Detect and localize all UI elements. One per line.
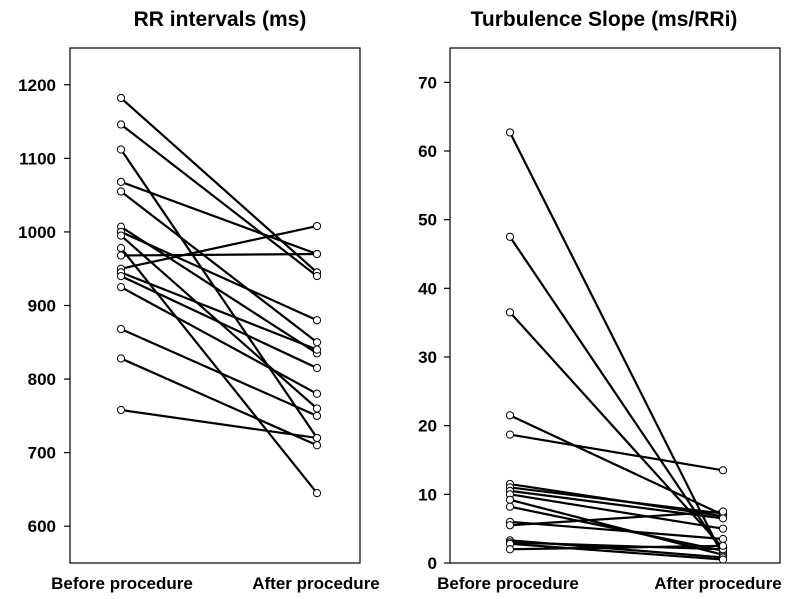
y-tick-label: 1100 xyxy=(19,149,56,168)
paired-line xyxy=(509,542,724,561)
point-before xyxy=(505,521,515,530)
paired-line xyxy=(120,275,318,370)
point-before xyxy=(505,502,515,511)
plot-frame xyxy=(449,47,781,564)
paired-line xyxy=(120,180,318,256)
point-before xyxy=(116,244,126,253)
y-tick-label: 50 xyxy=(418,211,437,230)
point-before xyxy=(116,251,126,260)
point-after xyxy=(718,534,728,544)
paired-line xyxy=(120,357,318,447)
chart-title: RR intervals (ms) xyxy=(134,8,307,31)
y-tick-label: 20 xyxy=(418,417,437,436)
point-after xyxy=(312,411,322,420)
point-before xyxy=(116,187,126,196)
point-after xyxy=(312,221,322,231)
point-before xyxy=(505,128,515,137)
paired-line xyxy=(120,247,318,494)
paired-line xyxy=(120,225,318,355)
point-after xyxy=(718,541,728,550)
y-tick-label: 700 xyxy=(28,444,56,463)
point-before xyxy=(116,283,126,292)
x-category-label: After procedure xyxy=(252,574,380,593)
point-after xyxy=(312,363,322,373)
x-category-label: After procedure xyxy=(654,574,782,593)
point-before xyxy=(116,120,126,129)
point-after xyxy=(312,404,322,413)
point-before xyxy=(116,405,126,415)
paired-line xyxy=(120,252,318,257)
y-tick-label: 60 xyxy=(418,142,437,161)
y-tick-label: 900 xyxy=(28,297,56,316)
paired-line xyxy=(120,408,318,440)
y-tick-label: 30 xyxy=(418,348,437,367)
chart-title: Turbulence Slope (ms/RRi) xyxy=(471,8,738,31)
point-after xyxy=(312,489,322,498)
y-tick-label: 800 xyxy=(28,370,56,389)
paired-line xyxy=(509,414,724,516)
point-before xyxy=(505,308,515,317)
paired-line xyxy=(120,230,318,322)
x-category-label: Before procedure xyxy=(437,574,579,593)
x-category-label: Before procedure xyxy=(51,574,193,593)
paired-line xyxy=(120,123,318,277)
point-after xyxy=(718,507,728,516)
paired-line xyxy=(509,544,724,551)
point-before xyxy=(116,231,126,240)
point-after xyxy=(312,249,322,259)
paired-line xyxy=(509,510,724,527)
point-before xyxy=(505,495,515,504)
point-before xyxy=(116,145,126,154)
paired-line xyxy=(120,97,318,274)
point-after xyxy=(718,555,728,564)
point-before xyxy=(116,354,126,363)
point-after xyxy=(718,514,728,523)
point-before xyxy=(116,271,126,281)
point-before xyxy=(116,324,126,334)
point-after xyxy=(718,466,728,475)
paired-line xyxy=(509,541,724,551)
paired-line xyxy=(509,131,724,557)
point-before xyxy=(116,177,126,186)
y-tick-label: 40 xyxy=(418,279,437,298)
point-before xyxy=(505,430,515,439)
paired-line xyxy=(120,271,318,351)
point-after xyxy=(312,441,322,450)
paired-line xyxy=(120,148,318,439)
paired-line xyxy=(509,433,724,472)
point-after xyxy=(312,271,322,281)
paired-line xyxy=(120,190,318,344)
paired-line xyxy=(120,286,318,395)
point-after xyxy=(312,345,322,354)
y-tick-label: 1200 xyxy=(18,76,56,95)
paired-line xyxy=(509,520,724,541)
point-after xyxy=(718,524,728,533)
paired-line xyxy=(509,486,724,515)
paired-line xyxy=(509,493,724,530)
paired-line xyxy=(120,224,318,270)
paired-line xyxy=(509,236,724,554)
point-before xyxy=(116,93,126,103)
point-before xyxy=(505,232,515,241)
y-tick-label: 10 xyxy=(418,485,437,504)
point-after xyxy=(312,433,322,443)
point-after xyxy=(312,316,322,325)
y-tick-label: 70 xyxy=(418,73,437,92)
point-before xyxy=(505,545,515,554)
point-before xyxy=(505,411,515,420)
y-tick-label: 0 xyxy=(428,554,437,573)
y-tick-label: 1000 xyxy=(18,223,56,242)
paired-line xyxy=(120,328,318,417)
point-after xyxy=(312,389,322,398)
plot-frame xyxy=(69,47,361,564)
paired-line xyxy=(509,505,724,552)
y-tick-label: 600 xyxy=(28,517,56,536)
point-after xyxy=(312,338,322,347)
